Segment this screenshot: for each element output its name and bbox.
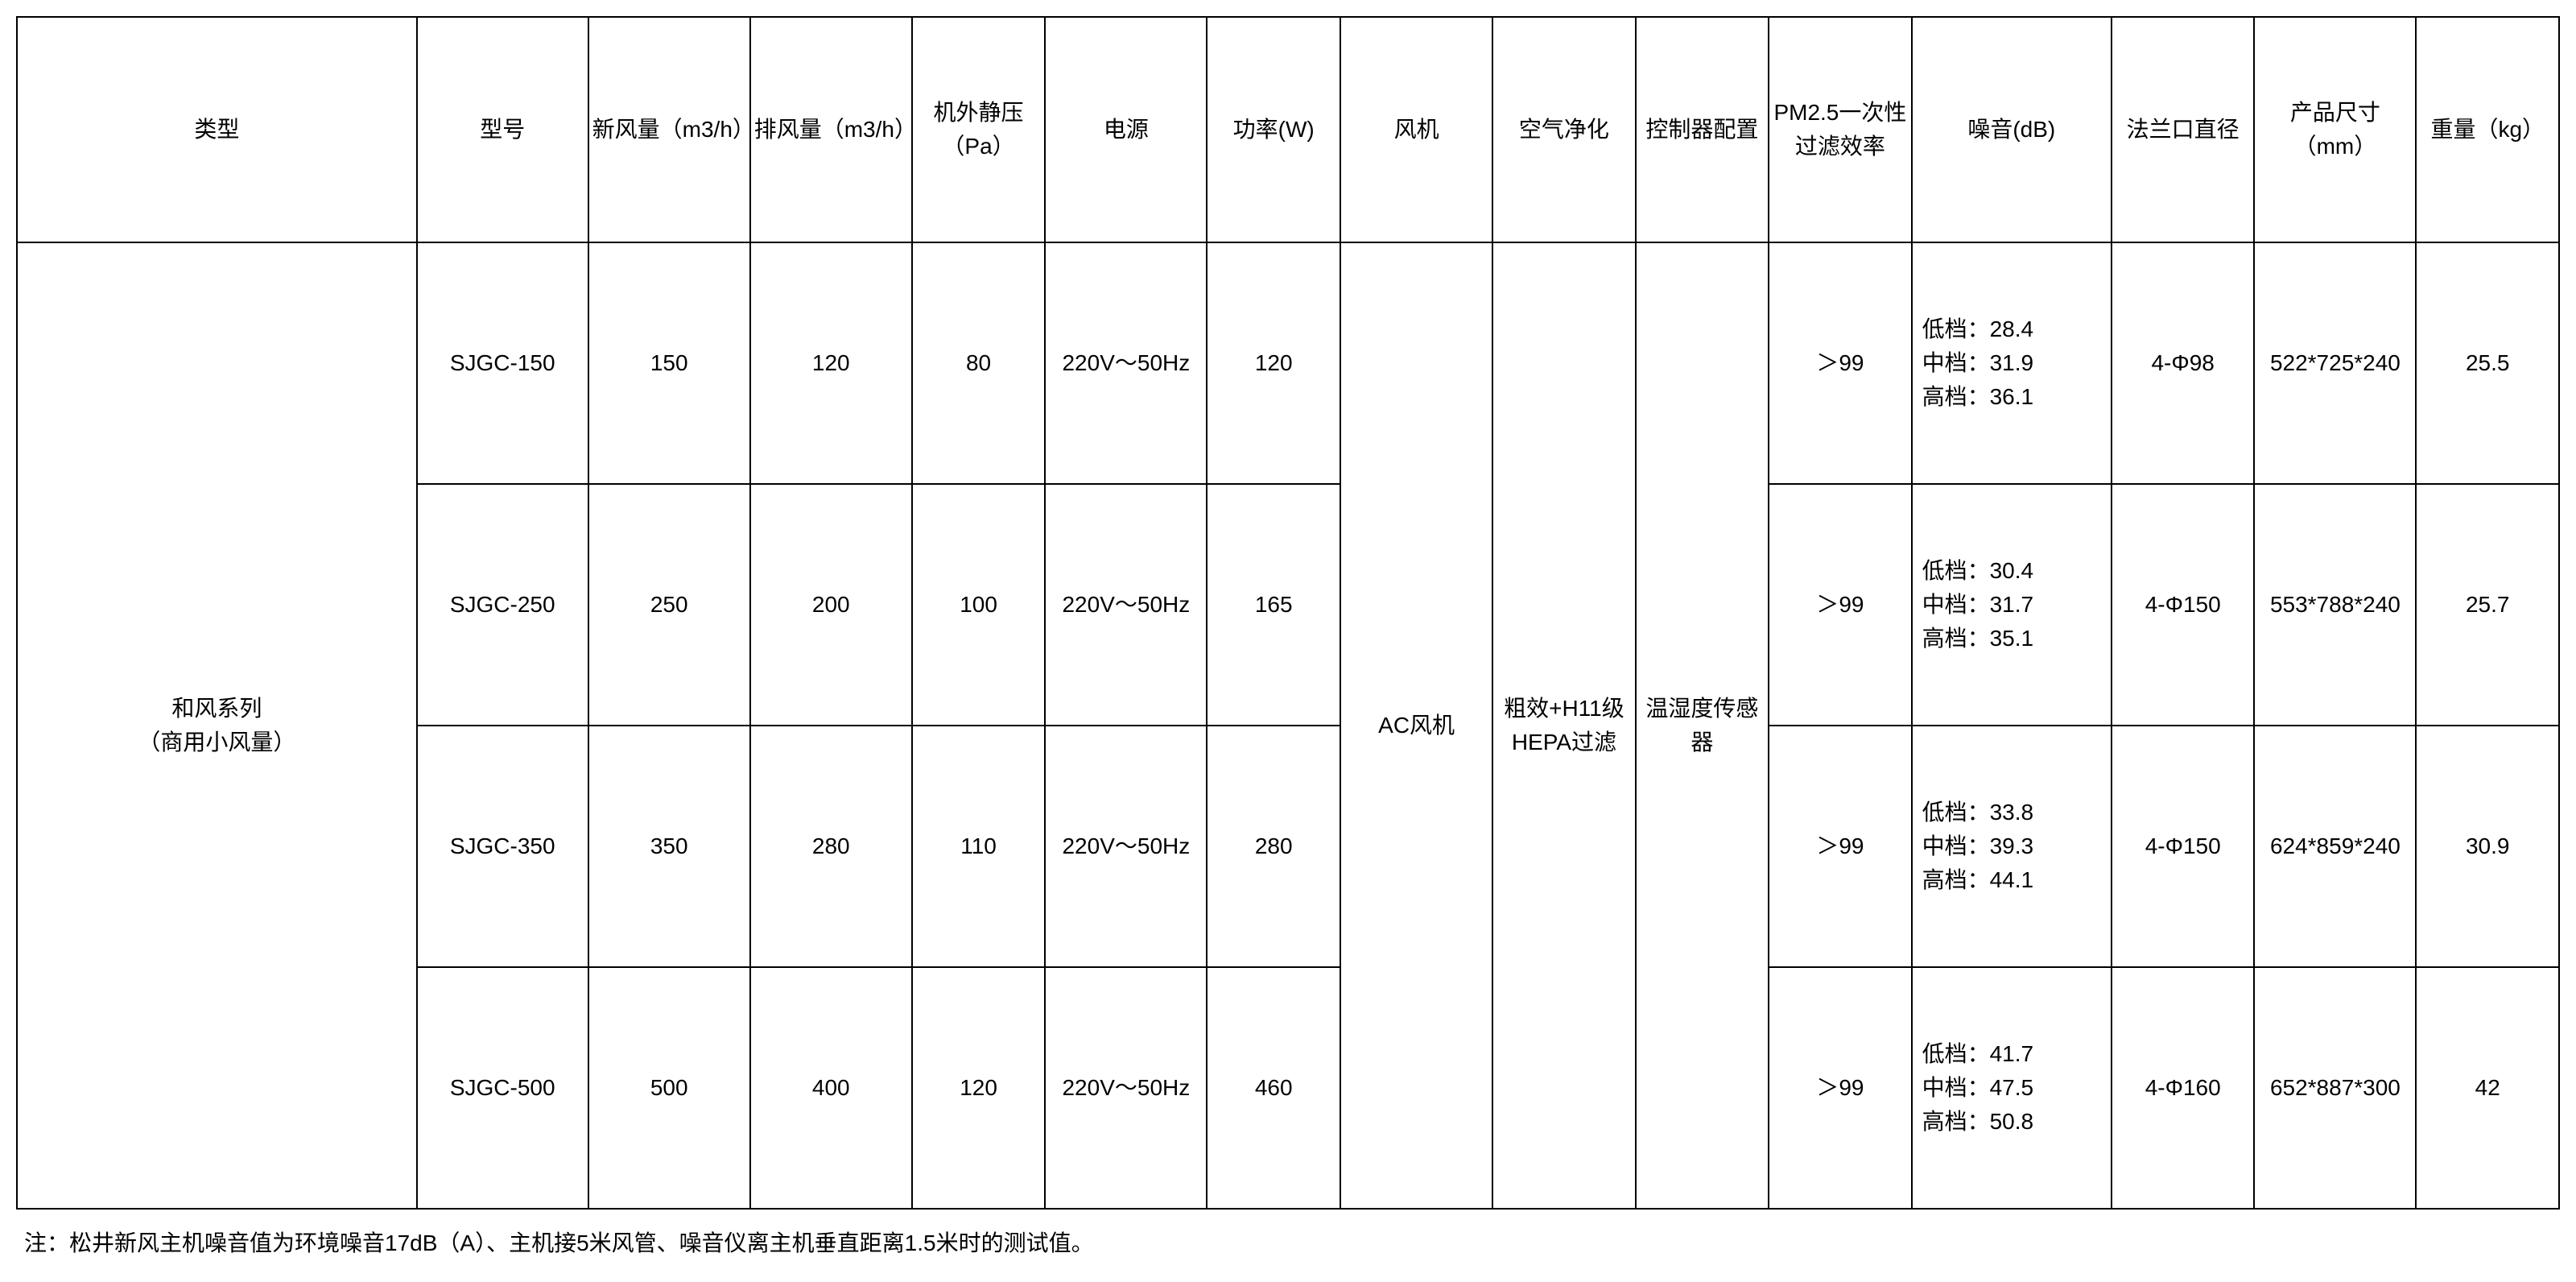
noise-high: 高档：44.1 (1922, 863, 2107, 897)
noise-high: 高档：35.1 (1922, 622, 2107, 655)
column-header: 噪音(dB) (1912, 17, 2112, 242)
noise-cell: 低档：33.8中档：39.3高档：44.1 (1912, 726, 2112, 967)
category-cell: 和风系列 （商用小风量） (17, 242, 417, 1209)
weight-cell: 25.7 (2416, 484, 2559, 726)
table-row: 和风系列 （商用小风量）SJGC-15015012080220V～50Hz120… (17, 242, 2559, 484)
pm25-cell: ＞99 (1769, 726, 1911, 967)
power-supply-cell: 220V～50Hz (1045, 242, 1207, 484)
column-header: 控制器配置 (1636, 17, 1769, 242)
exhaust-air-cell: 280 (750, 726, 912, 967)
noise-mid: 中档：47.5 (1922, 1071, 2107, 1105)
column-header: 机外静压（Pa） (912, 17, 1046, 242)
noise-mid: 中档：31.7 (1922, 588, 2107, 622)
fresh-air-cell: 500 (588, 967, 750, 1209)
fan-cell: AC风机 (1340, 242, 1492, 1209)
noise-high: 高档：36.1 (1922, 380, 2107, 414)
column-header: 新风量（m3/h） (588, 17, 750, 242)
static-pressure-cell: 110 (912, 726, 1046, 967)
column-header: PM2.5一次性过滤效率 (1769, 17, 1911, 242)
flange-cell: 4-Φ98 (2112, 242, 2254, 484)
noise-low: 低档：28.4 (1922, 312, 2107, 346)
flange-cell: 4-Φ150 (2112, 484, 2254, 726)
model-cell: SJGC-500 (417, 967, 588, 1209)
weight-cell: 30.9 (2416, 726, 2559, 967)
footnote: 注：松井新风主机噪音值为环境噪音17dB（A）、主机接5米风管、噪音仪离主机垂直… (16, 1226, 2560, 1258)
power-w-cell: 460 (1207, 967, 1340, 1209)
dimensions-cell: 624*859*240 (2254, 726, 2416, 967)
air-purification-cell: 粗效+H11级HEPA过滤 (1492, 242, 1635, 1209)
power-w-cell: 165 (1207, 484, 1340, 726)
table-header-row: 类型型号新风量（m3/h）排风量（m3/h）机外静压（Pa）电源功率(W)风机空… (17, 17, 2559, 242)
noise-low: 低档：33.8 (1922, 796, 2107, 829)
noise-high: 高档：50.8 (1922, 1105, 2107, 1139)
column-header: 排风量（m3/h） (750, 17, 912, 242)
noise-mid: 中档：39.3 (1922, 829, 2107, 863)
column-header: 空气净化 (1492, 17, 1635, 242)
model-cell: SJGC-250 (417, 484, 588, 726)
exhaust-air-cell: 120 (750, 242, 912, 484)
column-header: 产品尺寸（mm） (2254, 17, 2416, 242)
column-header: 型号 (417, 17, 588, 242)
power-w-cell: 120 (1207, 242, 1340, 484)
noise-cell: 低档：28.4中档：31.9高档：36.1 (1912, 242, 2112, 484)
fresh-air-cell: 150 (588, 242, 750, 484)
spec-table: 类型型号新风量（m3/h）排风量（m3/h）机外静压（Pa）电源功率(W)风机空… (16, 16, 2560, 1210)
column-header: 风机 (1340, 17, 1492, 242)
weight-cell: 42 (2416, 967, 2559, 1209)
controller-cell: 温湿度传感器 (1636, 242, 1769, 1209)
flange-cell: 4-Φ150 (2112, 726, 2254, 967)
exhaust-air-cell: 200 (750, 484, 912, 726)
power-supply-cell: 220V～50Hz (1045, 726, 1207, 967)
weight-cell: 25.5 (2416, 242, 2559, 484)
noise-cell: 低档：41.7中档：47.5高档：50.8 (1912, 967, 2112, 1209)
flange-cell: 4-Φ160 (2112, 967, 2254, 1209)
fresh-air-cell: 350 (588, 726, 750, 967)
table-body: 和风系列 （商用小风量）SJGC-15015012080220V～50Hz120… (17, 242, 2559, 1209)
exhaust-air-cell: 400 (750, 967, 912, 1209)
pm25-cell: ＞99 (1769, 242, 1911, 484)
static-pressure-cell: 120 (912, 967, 1046, 1209)
model-cell: SJGC-150 (417, 242, 588, 484)
fresh-air-cell: 250 (588, 484, 750, 726)
power-w-cell: 280 (1207, 726, 1340, 967)
power-supply-cell: 220V～50Hz (1045, 967, 1207, 1209)
column-header: 重量（kg） (2416, 17, 2559, 242)
column-header: 电源 (1045, 17, 1207, 242)
noise-mid: 中档：31.9 (1922, 346, 2107, 380)
model-cell: SJGC-350 (417, 726, 588, 967)
column-header: 法兰口直径 (2112, 17, 2254, 242)
static-pressure-cell: 80 (912, 242, 1046, 484)
dimensions-cell: 522*725*240 (2254, 242, 2416, 484)
dimensions-cell: 652*887*300 (2254, 967, 2416, 1209)
noise-low: 低档：30.4 (1922, 554, 2107, 588)
column-header: 类型 (17, 17, 417, 242)
pm25-cell: ＞99 (1769, 967, 1911, 1209)
pm25-cell: ＞99 (1769, 484, 1911, 726)
noise-cell: 低档：30.4中档：31.7高档：35.1 (1912, 484, 2112, 726)
power-supply-cell: 220V～50Hz (1045, 484, 1207, 726)
static-pressure-cell: 100 (912, 484, 1046, 726)
dimensions-cell: 553*788*240 (2254, 484, 2416, 726)
column-header: 功率(W) (1207, 17, 1340, 242)
noise-low: 低档：41.7 (1922, 1037, 2107, 1071)
